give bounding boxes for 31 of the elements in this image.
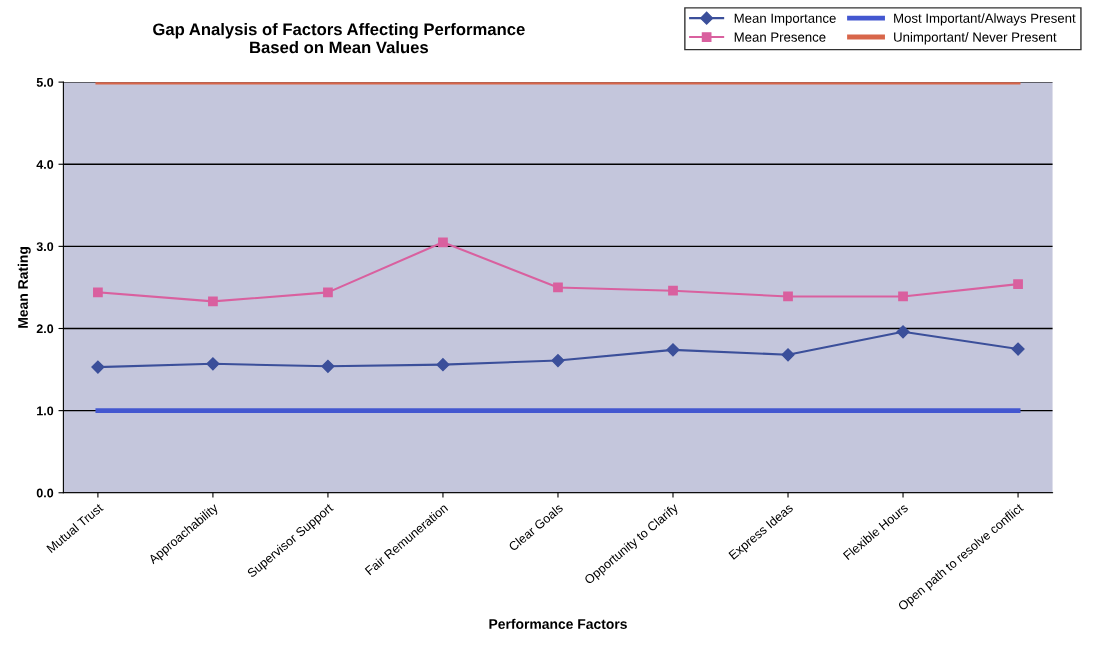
point <box>668 285 678 296</box>
point <box>1011 342 1025 356</box>
y-axis-title: Mean Rating <box>17 247 31 328</box>
point <box>208 296 218 307</box>
point <box>91 360 105 374</box>
point <box>323 287 333 298</box>
point <box>781 348 795 362</box>
point <box>436 358 450 372</box>
point <box>551 353 565 368</box>
y-tick-label: 3.0 <box>36 242 54 252</box>
y-tick-label: 0.0 <box>36 488 54 498</box>
point <box>438 237 448 248</box>
point <box>1013 279 1023 290</box>
x-axis-title: Performance Factors <box>489 618 627 629</box>
point <box>666 343 680 357</box>
y-tick-label: 1.0 <box>37 406 54 416</box>
point <box>93 287 103 298</box>
point <box>898 291 908 302</box>
legend-label: Mean Presence <box>734 32 826 42</box>
legend-label: Most Important/Always Present <box>894 13 1076 26</box>
y-tick-label: 2.0 <box>36 324 54 334</box>
y-tick-label: 4.0 <box>36 160 54 169</box>
point <box>553 282 563 293</box>
point <box>783 291 793 302</box>
chart-title: Gap Analysis of Factors Affecting Performance Based on Mean Values <box>153 23 525 54</box>
point <box>896 325 910 339</box>
point <box>206 357 220 371</box>
y-tick-label: 5.0 <box>36 77 54 87</box>
legend-label: Mean Importance <box>734 13 836 26</box>
point <box>321 359 335 373</box>
legend-label: Unimportant/ Never Present <box>894 32 1057 45</box>
